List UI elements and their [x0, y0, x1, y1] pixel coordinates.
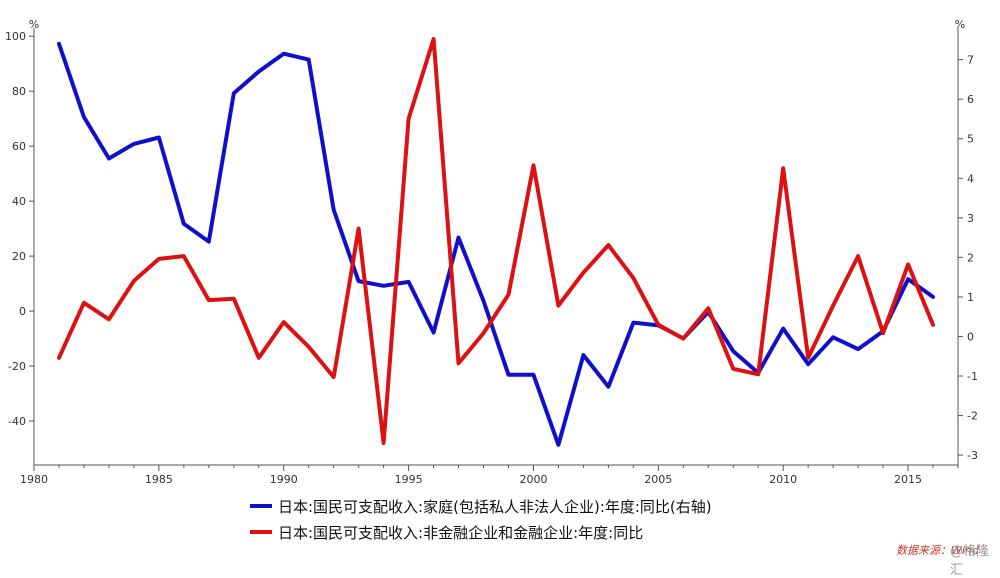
right-tick-label: 7 [967, 54, 974, 67]
x-tick-label: 2015 [894, 473, 922, 486]
series-lines [57, 37, 935, 447]
axes [29, 28, 963, 471]
x-tick-label: 1990 [270, 473, 298, 486]
legend-item-corporate: 日本:国民可支配收入:非金融企业和金融企业:年度:同比 [250, 519, 712, 545]
left-tick-label: -20 [8, 360, 26, 373]
right-tick-label: 1 [967, 291, 974, 304]
left-tick-label: 0 [19, 305, 26, 318]
left-tick-label: 40 [12, 195, 26, 208]
legend: 日本:国民可支配收入:家庭(包括私人非法人企业):年度:同比(右轴) 日本:国民… [250, 493, 712, 545]
right-tick-label: -2 [967, 410, 978, 423]
legend-label-household: 日本:国民可支配收入:家庭(包括私人非法人企业):年度:同比(右轴) [278, 497, 712, 516]
legend-item-household: 日本:国民可支配收入:家庭(包括私人非法人企业):年度:同比(右轴) [250, 493, 712, 519]
x-tick-label: 2000 [519, 473, 547, 486]
line-chart: 1980 1985 1990 1995 2000 2005 2010 201510080604… [5, 18, 978, 486]
legend-label-corporate: 日本:国民可支配收入:非金融企业和金融企业:年度:同比 [278, 523, 644, 542]
right-tick-label: 3 [967, 212, 974, 225]
x-tick-label: 1995 [395, 473, 423, 486]
x-tick-label: 1985 [145, 473, 173, 486]
left-tick-label: -40 [8, 415, 26, 428]
right-tick-label: 0 [967, 330, 974, 343]
corporate-income-line [57, 37, 935, 445]
right-tick-label: -1 [967, 370, 978, 383]
x-tick-label: 2005 [644, 473, 672, 486]
right-tick-label: -3 [967, 449, 978, 462]
data-source-note: 数据来源：Wind [896, 544, 979, 557]
legend-swatch-red [250, 530, 272, 534]
x-tick-label: 2010 [769, 473, 797, 486]
household-income-line [57, 41, 935, 447]
watermark: @格隆汇 [950, 544, 990, 578]
left-tick-label: 20 [12, 250, 26, 263]
right-tick-label: 4 [967, 172, 974, 185]
left-tick-label: 60 [12, 140, 26, 153]
left-tick-label: 80 [12, 85, 26, 98]
x-tick-label: 1980 [20, 473, 48, 486]
left-axis-unit: % [29, 18, 39, 31]
right-tick-label: 6 [967, 93, 974, 106]
tick-labels: 1980 1985 1990 1995 2000 2005 2010 201510080604… [5, 30, 978, 486]
right-tick-label: 2 [967, 251, 974, 264]
right-axis-unit: % [955, 18, 965, 31]
right-tick-label: 5 [967, 133, 974, 146]
left-tick-label: 100 [5, 30, 26, 43]
legend-swatch-blue [250, 504, 272, 508]
